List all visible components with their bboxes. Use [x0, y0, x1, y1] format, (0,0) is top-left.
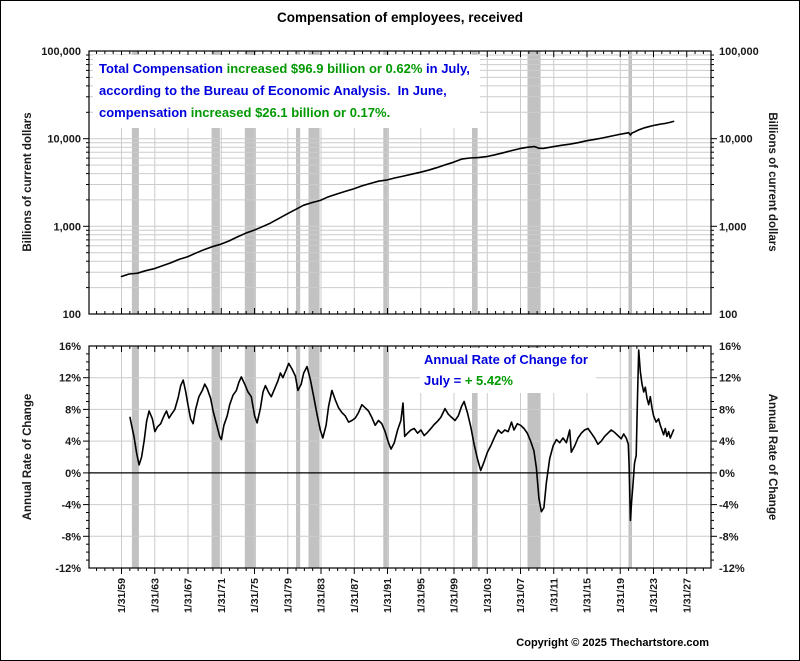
y-tick-label: 10,000: [719, 134, 753, 146]
annotation-line-3: compensation increased $26.1 billion or …: [99, 102, 470, 124]
y-tick-label: 8%: [719, 404, 735, 416]
recession-band: [244, 51, 256, 314]
y-tick-label: 1,000: [719, 221, 747, 233]
annotation-line-2: according to the Bureau of Economic Anal…: [99, 80, 470, 102]
y-tick-label: 4%: [65, 436, 81, 448]
copyright-text: Copyright © 2025 Thechartstore.com: [516, 637, 709, 649]
recession-band: [211, 51, 220, 314]
rate-of-change-line: [129, 349, 675, 522]
bottom-panel-annotation: Annual Rate of Change for July = + 5.42%: [420, 348, 596, 393]
y-tick-label: 0%: [719, 468, 735, 480]
x-tick-label: 1/31/03: [482, 578, 494, 613]
recession-band: [296, 51, 301, 314]
y-tick-label: 100,000: [41, 46, 81, 58]
annotation-segment: increased $96.9 billion or 0.62%: [226, 61, 423, 76]
y-tick-label: 4%: [719, 436, 735, 448]
y-tick-label: 100,000: [719, 46, 759, 58]
x-tick-label: 1/31/79: [282, 578, 294, 613]
y-tick-label: 16%: [719, 341, 741, 353]
x-tick-label: 1/31/23: [648, 578, 660, 613]
recession-band: [131, 346, 139, 568]
x-tick-label: 1/31/99: [449, 578, 461, 613]
recession-band: [628, 346, 632, 568]
y-tick-label: 12%: [59, 373, 81, 385]
recession-band: [308, 51, 320, 314]
recession-band: [211, 346, 220, 568]
recession-band: [383, 346, 389, 568]
annotation-segment: compensation: [99, 105, 191, 120]
y-tick-label: 100: [719, 309, 737, 321]
annotation-segment: increased $26.1 billion or 0.17%.: [190, 105, 391, 120]
recession-band: [244, 346, 256, 568]
recession-band: [308, 346, 320, 568]
x-tick-label: 1/31/07: [515, 578, 527, 613]
y-tick-label: 10,000: [47, 134, 81, 146]
y-tick-label: 1,000: [53, 221, 81, 233]
recession-band: [131, 51, 139, 314]
x-tick-label: 1/31/59: [116, 578, 128, 613]
x-tick-label: 1/31/11: [548, 578, 560, 613]
recession-band: [472, 346, 478, 568]
x-tick-label: 1/31/75: [249, 578, 261, 613]
x-tick-label: 1/31/83: [316, 578, 328, 613]
top-panel-annotation: Total Compensation increased $96.9 billi…: [93, 55, 480, 128]
annotation-segment: + 5.42%: [464, 373, 513, 388]
recession-band: [383, 51, 389, 314]
x-tick-label: 1/31/27: [681, 578, 693, 613]
annotation-line-1: Total Compensation increased $96.9 billi…: [99, 58, 470, 80]
y-tick-label: -4%: [61, 500, 81, 512]
annotation-segment: July =: [424, 373, 465, 388]
annotation-segment: in July,: [422, 61, 470, 76]
recession-band: [628, 51, 632, 314]
annotation-line-1: Annual Rate of Change for: [424, 349, 588, 370]
x-tick-label: 1/31/71: [216, 578, 228, 613]
y-tick-label: 100: [63, 309, 81, 321]
y-tick-label: -12%: [719, 563, 745, 575]
top-panel: 100,000 100,000 10,000 10,000 1,000 1,000 100 1…: [41, 46, 759, 321]
y-tick-label: -4%: [719, 500, 739, 512]
bottom-panel-ylabel-right: Annual Rate of Change: [766, 393, 778, 521]
x-tick-label: 1/31/19: [615, 578, 627, 613]
y-tick-label: 0%: [65, 468, 81, 480]
top-panel-ylabel-right: Billions of current dollars: [766, 112, 778, 252]
x-tick-label: 1/31/91: [382, 578, 394, 613]
y-tick-label: -8%: [719, 531, 739, 543]
annotation-segment: Total Compensation: [99, 61, 227, 76]
annotation-line-2: July = + 5.42%: [424, 370, 588, 391]
x-tick-label: 1/31/95: [415, 578, 427, 613]
y-tick-label: 16%: [59, 341, 81, 353]
x-tick-label: 1/31/67: [183, 578, 195, 613]
compensation-line: [120, 120, 675, 278]
annotation-segment: Annual Rate of Change for: [424, 352, 588, 367]
page-title: Compensation of employees, received: [276, 10, 524, 25]
recession-band: [472, 51, 478, 314]
bottom-panel-ylabel-left: Annual Rate of Change: [22, 393, 34, 521]
x-tick-label: 1/31/87: [349, 578, 361, 613]
top-panel-ylabel-left: Billions of current dollars: [22, 112, 34, 252]
y-tick-label: 12%: [719, 373, 741, 385]
recession-band: [527, 51, 541, 314]
y-tick-label: -12%: [55, 563, 81, 575]
x-tick-label: 1/31/15: [582, 578, 594, 613]
y-tick-label: 8%: [65, 404, 81, 416]
recession-band: [296, 346, 301, 568]
y-tick-label: -8%: [61, 531, 81, 543]
annotation-segment: according to the Bureau of Economic Anal…: [99, 83, 447, 98]
bottom-panel: 16% 16% 12% 12% 8% 8% 4% 4% 0% 0% -4% -4% -8% -8% -12%…: [55, 341, 745, 575]
x-tick-label: 1/31/63: [149, 578, 161, 613]
